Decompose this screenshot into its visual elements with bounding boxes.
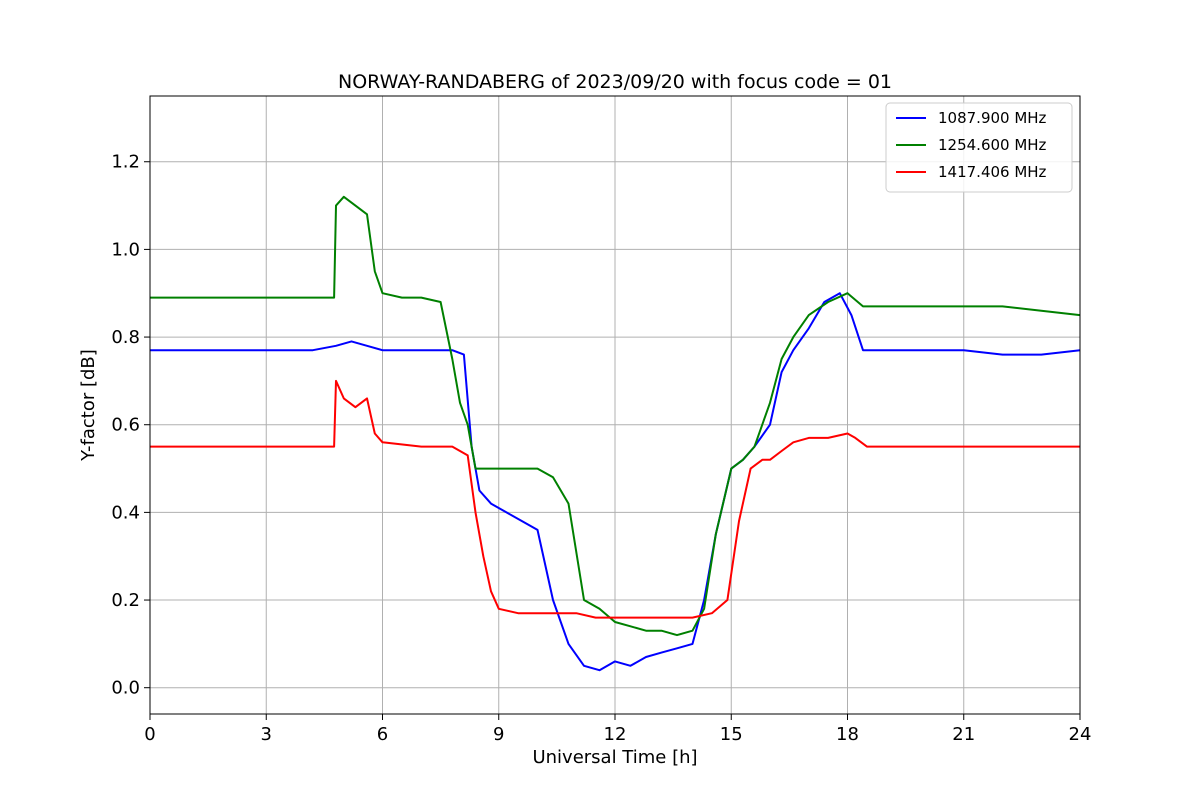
legend-label: 1087.900 MHz: [938, 109, 1047, 127]
x-tick-label: 18: [836, 724, 859, 745]
x-tick-label: 21: [952, 724, 975, 745]
y-tick-label: 0.0: [111, 678, 140, 699]
x-axis-label: Universal Time [h]: [532, 747, 697, 768]
y-tick-label: 0.8: [111, 327, 140, 348]
legend-label: 1417.406 MHz: [938, 163, 1047, 181]
series-line-1: [150, 292, 1081, 672]
legend-box: [885, 102, 1073, 193]
series-line-3: [150, 379, 1080, 619]
x-tick-label: 15: [720, 724, 743, 745]
x-tick-label: 6: [377, 724, 388, 745]
y-tick-label: 0.2: [111, 590, 140, 611]
x-tick-label: 0: [144, 724, 155, 745]
series-line-2: [150, 195, 1081, 637]
y-tick-label: 0.4: [111, 502, 140, 523]
legend-label: 1254.600 MHz: [938, 136, 1047, 154]
series-layer: [150, 195, 1081, 672]
x-tick-label: 3: [261, 724, 272, 745]
y-axis-label: Y-factor [dB]: [78, 349, 99, 462]
legend: 1087.900 MHz 1254.600 MHz 1417.406 MHz: [885, 102, 1073, 193]
x-tick-label: 9: [493, 724, 504, 745]
x-tick-label: 12: [604, 724, 627, 745]
chart-title: NORWAY-RANDABERG of 2023/09/20 with focu…: [338, 71, 892, 93]
y-axis: 0.0 0.2 0.4 0.6 0.8 1.0 1.2: [111, 152, 150, 699]
x-tick-label: 24: [1069, 724, 1092, 745]
x-axis: 0 3 6 9 12 15 18 21 24: [144, 714, 1091, 745]
y-tick-label: 0.6: [111, 415, 140, 436]
y-tick-label: 1.0: [111, 239, 140, 260]
y-tick-label: 1.2: [111, 152, 140, 173]
